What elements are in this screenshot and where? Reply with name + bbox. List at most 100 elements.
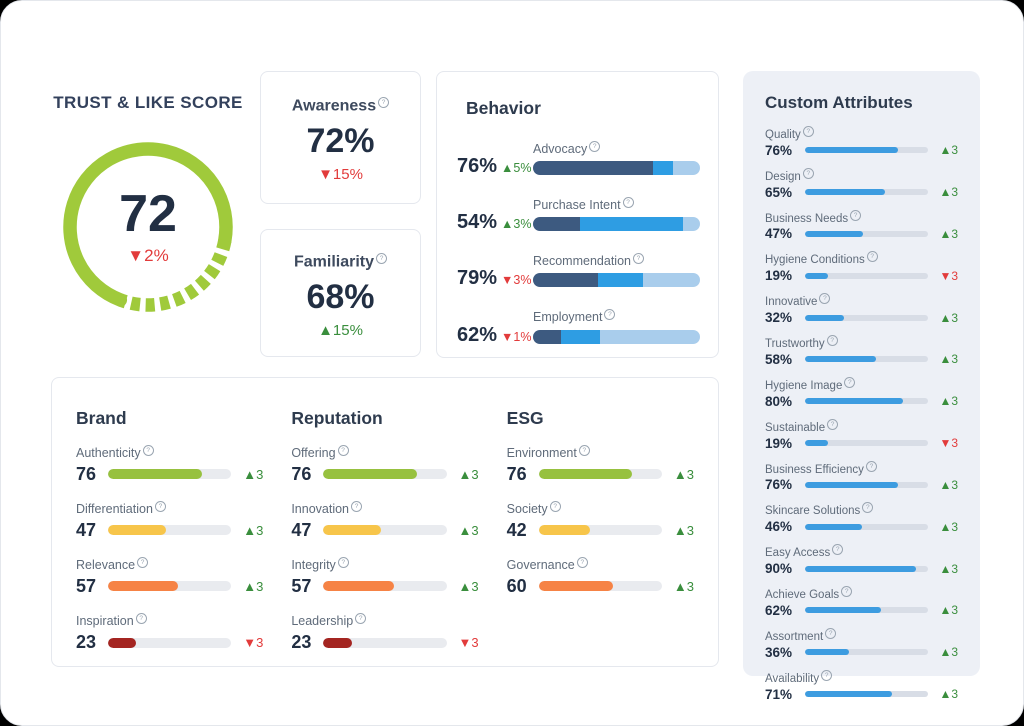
gauge-ring-svg: [63, 142, 233, 312]
attribute-bar-row: 62% ▲3: [765, 603, 958, 618]
metric-label: Environment?: [507, 445, 694, 460]
attribute-label-text: Hygiene Conditions: [765, 254, 865, 267]
attribute-bar-track: [805, 523, 928, 530]
behavior-title: Behavior: [466, 98, 541, 118]
info-icon[interactable]: ?: [632, 253, 644, 265]
attribute-change: ▲3: [939, 561, 958, 576]
info-icon[interactable]: ?: [351, 501, 363, 513]
metric-bar-track: [323, 525, 447, 536]
info-icon[interactable]: ?: [844, 376, 856, 388]
metric-label-text: Integrity: [291, 558, 336, 573]
attribute-change: ▲3: [939, 687, 958, 702]
metric-bar-row: 47 ▲3: [291, 519, 478, 541]
attribute-change: ▲3: [939, 310, 958, 325]
metric-bar-row: 23 ▼3: [291, 632, 478, 654]
info-icon[interactable]: ?: [135, 613, 147, 625]
info-icon[interactable]: ?: [549, 501, 561, 513]
info-icon[interactable]: ?: [337, 557, 349, 569]
info-icon[interactable]: ?: [862, 502, 874, 514]
behavior-row-score: 79% ▼3%: [457, 268, 533, 288]
attribute-bar-track: [805, 147, 928, 154]
attribute-bar-row: 65% ▲3: [765, 185, 958, 200]
behavior-label: Employment?: [533, 309, 700, 325]
attribute-bar-track: [805, 272, 928, 279]
behavior-label-text: Purchase Intent: [533, 198, 621, 213]
attribute-bar-row: 80% ▲3: [765, 394, 958, 409]
metric-row: Innovation? 47 ▲3: [291, 501, 479, 541]
info-icon[interactable]: ?: [841, 586, 853, 598]
info-icon[interactable]: ?: [825, 627, 837, 639]
behavior-bar-segment: [683, 217, 700, 232]
info-icon[interactable]: ?: [802, 167, 814, 179]
info-icon[interactable]: ?: [850, 209, 862, 221]
familiarity-value: 68%: [306, 278, 375, 317]
attribute-label-text: Achieve Goals: [765, 588, 840, 601]
attribute-row: Quality? 76% ▲3: [765, 126, 958, 158]
behavior-card: Behavior 76% ▲5% Advocacy? 54% ▲3% Purch…: [436, 71, 719, 358]
behavior-change: ▼3%: [501, 273, 532, 288]
info-icon[interactable]: ?: [578, 445, 590, 456]
attribute-row: Availability? 71% ▲3: [765, 669, 958, 702]
behavior-row-score: 54% ▲3%: [457, 212, 533, 232]
info-icon[interactable]: ?: [826, 335, 838, 347]
familiarity-label: Familiarity?: [261, 253, 420, 271]
info-icon[interactable]: ?: [154, 501, 166, 513]
info-icon[interactable]: ?: [866, 251, 878, 263]
attribute-label: Availability?: [765, 669, 958, 685]
info-icon[interactable]: ?: [589, 141, 601, 152]
info-icon[interactable]: ?: [137, 557, 149, 569]
gauge-ring-solid: [63, 142, 233, 307]
attribute-value: 58%: [765, 351, 793, 367]
behavior-label-text: Recommendation: [533, 254, 631, 269]
metric-value: 57: [291, 575, 312, 596]
metric-bar-track: [538, 469, 662, 480]
metric-label: Innovation?: [291, 501, 478, 516]
attribute-label-text: Trustworthy: [765, 337, 825, 350]
metric-row: Environment? 76 ▲3: [507, 445, 694, 485]
info-icon[interactable]: ?: [827, 418, 839, 430]
attribute-bar-row: 36% ▲3: [765, 645, 958, 660]
attribute-label-text: Innovative: [765, 296, 818, 309]
attribute-value: 76%: [765, 142, 793, 158]
metric-row: Differentiation? 47 ▲3: [76, 501, 263, 541]
familiarity-change: ▲15%: [318, 322, 363, 340]
attribute-change: ▲3: [939, 519, 958, 534]
info-icon[interactable]: ?: [622, 197, 634, 209]
metric-value: 76: [506, 463, 527, 484]
metric-change: ▲3: [243, 522, 264, 538]
attribute-bar-row: 46% ▲3: [765, 519, 958, 534]
info-icon[interactable]: ?: [376, 253, 388, 264]
attribute-row: Hygiene Image? 80% ▲3: [765, 376, 958, 409]
attribute-bar-row: 32% ▲3: [765, 310, 958, 325]
info-icon[interactable]: ?: [832, 544, 844, 556]
behavior-bar-segment: [643, 273, 700, 288]
info-icon[interactable]: ?: [576, 557, 588, 569]
info-icon[interactable]: ?: [337, 445, 349, 456]
info-icon[interactable]: ?: [142, 445, 154, 456]
behavior-bar-segment: [533, 329, 562, 344]
attribute-bar-row: 19% ▼3: [765, 268, 958, 283]
info-icon[interactable]: ?: [865, 460, 877, 472]
info-icon[interactable]: ?: [604, 309, 616, 321]
metric-label: Integrity?: [291, 557, 478, 572]
metric-value: 23: [291, 632, 312, 653]
metric-bar-row: 76 ▲3: [76, 463, 263, 485]
awareness-change: ▼15%: [318, 166, 363, 184]
category-card: Brand Authenticity? 76 ▲3 Differentiatio…: [51, 377, 719, 667]
attribute-bar-row: 90% ▲3: [765, 561, 958, 577]
attribute-value: 90%: [765, 561, 793, 577]
behavior-row-bar-area: Employment?: [533, 309, 700, 344]
attribute-row: Hygiene Conditions? 19% ▼3: [765, 251, 958, 283]
metric-bar-fill: [323, 637, 352, 648]
info-icon[interactable]: ?: [355, 613, 367, 625]
info-icon[interactable]: ?: [821, 669, 833, 681]
info-icon[interactable]: ?: [802, 126, 814, 137]
info-icon[interactable]: ?: [378, 97, 390, 108]
metric-row: Inspiration? 23 ▼3: [76, 613, 263, 653]
info-icon[interactable]: ?: [819, 293, 831, 305]
metric-label-text: Relevance: [76, 558, 136, 573]
behavior-label: Advocacy?: [533, 141, 700, 156]
metric-bar-track: [108, 469, 232, 480]
metric-bar-row: 23 ▼3: [76, 632, 263, 654]
metric-row: Relevance? 57 ▲3: [76, 557, 263, 597]
